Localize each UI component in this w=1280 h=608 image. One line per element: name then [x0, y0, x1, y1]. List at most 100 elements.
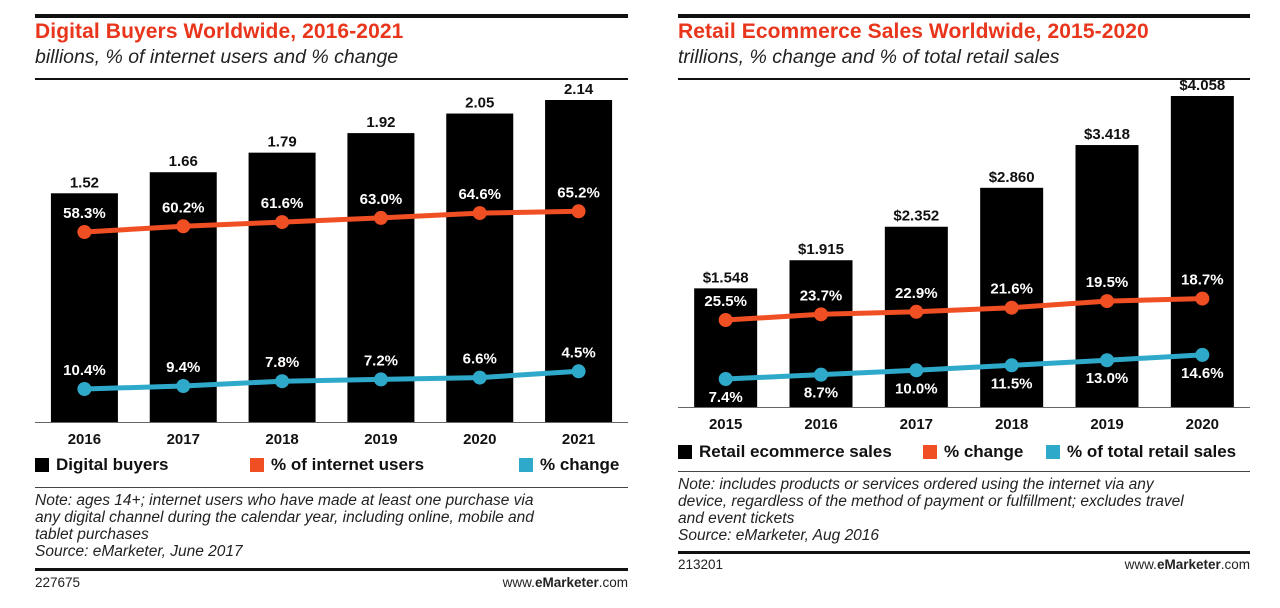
bar-value-label: 1.52 — [70, 174, 99, 191]
point-value-label: 11.5% — [991, 375, 1033, 392]
legend-swatch-blue — [519, 458, 533, 472]
point-of-internet-users — [373, 210, 388, 225]
point-value-label: 9.4% — [166, 359, 200, 376]
note-rule — [35, 487, 628, 488]
x-tick-label: 2015 — [709, 416, 742, 433]
legend-swatch-orange — [250, 458, 264, 472]
bar-2020 — [446, 113, 514, 422]
source-line: Source: eMarketer, Aug 2016 — [678, 527, 880, 544]
bar-value-label: 2.05 — [465, 95, 494, 112]
point-value-label: 7.2% — [364, 352, 398, 369]
digital-buyers-chart: 1.52 1.66 1.79 1.92 2.05 2.14 58.3% 60.2% 61.6% 6… — [35, 81, 628, 448]
bar-value-label: $2.860 — [989, 169, 1035, 186]
note-line: Note: ages 14+; internet users who have … — [35, 492, 534, 509]
line-of-internet-users — [84, 208, 579, 235]
legend-label: % of internet users — [271, 455, 425, 474]
point-value-label: 58.3% — [63, 205, 106, 222]
x-tick-label: 2020 — [1186, 416, 1219, 433]
point-value-label: 10.4% — [63, 362, 106, 379]
chart-note: Note: ages 14+; internet users who have … — [35, 492, 628, 560]
legend-item-change: % change — [923, 442, 1023, 462]
legend-item-retail-ecommerce-sales: Retail ecommerce sales — [678, 442, 892, 462]
point-value-label: 14.6% — [1181, 365, 1224, 382]
point-value-label: 4.5% — [561, 344, 595, 361]
bar-value-label: 1.92 — [366, 114, 395, 131]
chart-id: 227675 — [35, 575, 81, 590]
digital-buyers-panel: Digital Buyers Worldwide, 2016-2021 bill… — [35, 0, 628, 608]
legend-label: % change — [944, 442, 1024, 461]
legend-label: Digital buyers — [56, 455, 169, 474]
subtitle-rule — [35, 78, 628, 80]
note-line: Note: includes products or services orde… — [678, 476, 1154, 493]
point-value-label: 7.4% — [709, 389, 743, 406]
point-of-internet-users — [571, 204, 586, 219]
point-value-label: 65.2% — [557, 184, 600, 201]
bar-value-label: $3.418 — [1084, 126, 1130, 143]
chart-subtitle: trillions, % change and % of total retai… — [678, 46, 1060, 68]
point-value-label: 25.5% — [704, 293, 747, 310]
chart-subtitle: billions, % of internet users and % chan… — [35, 46, 399, 68]
note-line: device, regardless of the method of paym… — [678, 493, 1184, 510]
chart-title: Retail Ecommerce Sales Worldwide, 2015-2… — [678, 20, 1149, 43]
chart-title: Digital Buyers Worldwide, 2016-2021 — [35, 20, 404, 43]
point-change — [77, 382, 92, 396]
point-of-total-retail-sales — [814, 367, 828, 382]
x-tick-label: 2021 — [562, 431, 595, 448]
bar-value-label: 1.66 — [169, 153, 198, 170]
point-of-total-retail-sales — [1100, 353, 1114, 368]
x-tick-label: 2016 — [804, 416, 837, 433]
point-value-label: 63.0% — [360, 191, 403, 208]
point-value-label: 7.8% — [265, 354, 299, 371]
legend-swatch-blue — [1046, 445, 1060, 459]
line-change — [725, 296, 1203, 323]
point-value-label: 60.2% — [162, 199, 205, 216]
point-change — [1004, 300, 1019, 315]
legend-item-digital-buyers: Digital buyers — [35, 455, 168, 475]
note-line: tablet purchases — [35, 526, 149, 543]
point-value-label: 13.0% — [1086, 370, 1129, 387]
bar-value-label: 2.14 — [564, 81, 594, 98]
top-rule — [35, 14, 628, 18]
point-value-label: 19.5% — [1086, 274, 1129, 291]
point-of-internet-users — [77, 225, 92, 239]
point-value-label: 64.6% — [458, 186, 501, 203]
point-change — [1100, 294, 1114, 309]
bar-value-label: $4.058 — [1179, 77, 1225, 94]
point-value-label: 10.0% — [895, 380, 938, 397]
bar-value-label: $2.352 — [893, 208, 939, 225]
chart-note: Note: includes products or services orde… — [678, 476, 1250, 544]
point-change — [718, 313, 733, 327]
point-of-internet-users — [472, 206, 487, 221]
point-of-total-retail-sales — [718, 372, 733, 386]
point-value-label: 8.7% — [804, 385, 838, 402]
point-change — [176, 379, 191, 393]
legend-label: Retail ecommerce sales — [699, 442, 892, 461]
point-value-label: 18.7% — [1181, 272, 1224, 289]
chart-id: 213201 — [678, 557, 724, 572]
x-tick-label: 2017 — [900, 416, 933, 433]
point-value-label: 23.7% — [800, 287, 843, 304]
point-change — [571, 364, 586, 379]
point-value-label: 61.6% — [261, 195, 304, 212]
legend-item-change: % change — [519, 455, 619, 475]
bottom-rule — [35, 568, 628, 571]
bar-value-label: 1.79 — [267, 134, 296, 151]
point-of-total-retail-sales — [1195, 347, 1210, 362]
emarketer-logo: www.eMarketer.com — [502, 575, 628, 590]
legend-item-total-retail: % of total retail sales — [1046, 442, 1236, 462]
legend-swatch-bar — [35, 458, 49, 472]
point-value-label: 21.6% — [990, 281, 1033, 298]
x-tick-label: 2019 — [364, 431, 397, 448]
x-tick-label: 2019 — [1090, 416, 1123, 433]
top-rule — [678, 14, 1250, 18]
point-of-internet-users — [176, 219, 191, 234]
source-line: Source: eMarketer, June 2017 — [35, 543, 243, 560]
retail-ecommerce-panel: Retail Ecommerce Sales Worldwide, 2015-2… — [678, 0, 1250, 608]
bar-value-label: $1.915 — [798, 241, 844, 258]
point-change — [814, 307, 828, 322]
bar-2015 — [694, 288, 758, 407]
point-of-total-retail-sales — [909, 363, 924, 378]
subtitle-rule — [678, 78, 1250, 80]
note-rule — [678, 471, 1250, 472]
bottom-rule — [678, 551, 1250, 554]
